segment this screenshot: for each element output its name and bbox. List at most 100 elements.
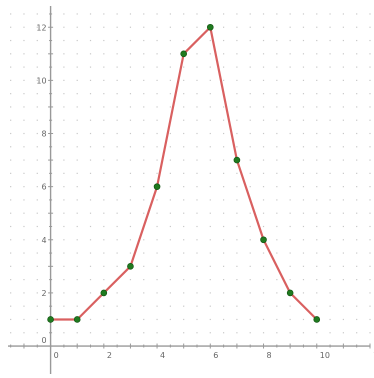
grid-dot (342, 332, 344, 334)
grid-dot (156, 199, 158, 201)
grid-dot (183, 106, 185, 108)
grid-dot (129, 146, 132, 148)
grid-dot (342, 186, 344, 188)
grid-dot (156, 146, 158, 148)
grid-dot (103, 252, 105, 254)
grid-dot (209, 292, 211, 294)
data-point (153, 183, 161, 190)
grid-dot (23, 66, 25, 68)
grid-dot (129, 172, 132, 174)
grid-dot (196, 225, 198, 228)
grid-dot (143, 13, 145, 15)
grid-dot (196, 172, 198, 174)
grid-dot (276, 212, 278, 214)
grid-dot (10, 159, 12, 161)
grid-dot (302, 79, 305, 81)
grid-dot (329, 318, 331, 321)
grid-dot (369, 265, 371, 267)
grid-dot (342, 305, 344, 307)
grid-dot (223, 53, 225, 55)
grid-dot (316, 26, 318, 28)
grid-dot (129, 199, 132, 201)
grid-dot (10, 318, 12, 321)
grid-dot (76, 119, 78, 121)
grid-dot (302, 26, 305, 28)
grid-dot (183, 93, 185, 95)
grid-dot (36, 53, 38, 55)
grid-dot (249, 292, 251, 294)
grid-dot (103, 26, 105, 28)
grid-dot (169, 146, 171, 148)
data-points (47, 23, 321, 323)
grid-dot (316, 66, 318, 68)
grid-dot (143, 252, 145, 254)
grid-dot (143, 159, 145, 161)
grid-dot (302, 279, 305, 281)
grid-dot (209, 132, 211, 135)
grid-dot (249, 66, 251, 68)
grid-dot (329, 265, 331, 267)
grid-dot (236, 66, 238, 68)
grid-dot (116, 119, 118, 121)
grid-dot (302, 159, 305, 161)
grid-dot (183, 279, 185, 281)
grid-dot (129, 132, 132, 135)
grid-dot (356, 318, 358, 321)
grid-dot (209, 332, 211, 334)
grid-dot (209, 199, 211, 201)
grid-dot (223, 39, 225, 42)
grid-dot (302, 318, 305, 321)
grid-dot (156, 13, 158, 15)
grid-dot (262, 279, 265, 281)
grid-dot (116, 186, 118, 188)
grid-dot (10, 225, 12, 228)
grid-dot (129, 26, 132, 28)
grid-dot (329, 186, 331, 188)
grid-dot (156, 332, 158, 334)
grid-dot (249, 225, 251, 228)
grid-dot (302, 252, 305, 254)
grid-dot (23, 186, 25, 188)
grid-dot (63, 225, 65, 228)
grid-dot (76, 186, 78, 188)
grid-dot (183, 119, 185, 121)
grid-dot (36, 265, 38, 267)
grid-dot (89, 66, 92, 68)
grid-dot (316, 239, 318, 241)
grid-dot (63, 159, 65, 161)
grid-dot (63, 305, 65, 307)
grid-dot (316, 292, 318, 294)
grid-dot (196, 106, 198, 108)
grid-dot (209, 239, 211, 241)
data-point (233, 156, 241, 164)
grid-dot (369, 332, 371, 334)
grid-dot (236, 146, 238, 148)
grid-dot (196, 305, 198, 307)
grid-dot (196, 199, 198, 201)
grid-dot (183, 39, 185, 42)
grid-dot (129, 93, 132, 95)
grid-dot (356, 172, 358, 174)
grid-dot (63, 199, 65, 201)
grid-dot (236, 305, 238, 307)
grid-dot (356, 132, 358, 135)
grid-dot (369, 13, 371, 15)
grid-dot (289, 132, 291, 135)
grid-dot (316, 39, 318, 42)
grid-dot (289, 172, 291, 174)
grid-dot (289, 332, 291, 334)
grid-dot (369, 239, 371, 241)
grid-dot (169, 106, 171, 108)
grid-dot (10, 132, 12, 135)
grid-dot (302, 13, 305, 15)
grid-dot (143, 132, 145, 135)
grid-dot (143, 53, 145, 55)
grid-dot (63, 292, 65, 294)
grid-dot (183, 252, 185, 254)
y-tick-label: 10 (36, 76, 46, 85)
grid-dot (276, 332, 278, 334)
grid-dot (196, 239, 198, 241)
grid-dot (103, 239, 105, 241)
grid-dot (36, 13, 38, 15)
grid-dot (23, 132, 25, 135)
